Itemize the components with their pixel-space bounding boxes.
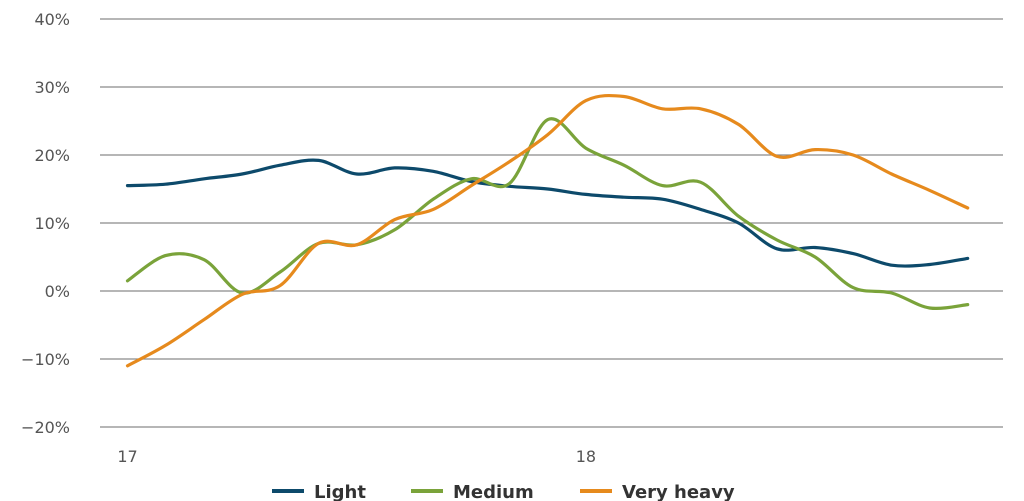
series-line-light: [125, 158, 970, 268]
y-tick-label: 0%: [45, 282, 70, 301]
y-axis-ticks: 40% 30% 20% 10% 0% −10% −20%: [21, 10, 70, 437]
x-axis-ticks: 17 18: [117, 447, 596, 466]
x-tick-label: 18: [576, 447, 596, 466]
y-tick-label: −10%: [21, 350, 70, 369]
y-tick-label: 40%: [34, 10, 70, 29]
y-tick-label: 20%: [34, 146, 70, 165]
series-line-very-heavy: [125, 93, 970, 368]
x-tick-label: 17: [117, 447, 137, 466]
gridlines: [100, 18, 1003, 428]
y-tick-label: 10%: [34, 214, 70, 233]
legend: Light Medium Very heavy: [272, 482, 735, 501]
y-tick-label: −20%: [21, 418, 70, 437]
y-tick-label: 30%: [34, 78, 70, 97]
legend-label-very-heavy: Very heavy: [622, 482, 735, 501]
series-line-medium: [125, 117, 970, 311]
legend-label-light: Light: [314, 482, 366, 501]
series-lines: [125, 93, 970, 368]
legend-label-medium: Medium: [453, 482, 534, 501]
